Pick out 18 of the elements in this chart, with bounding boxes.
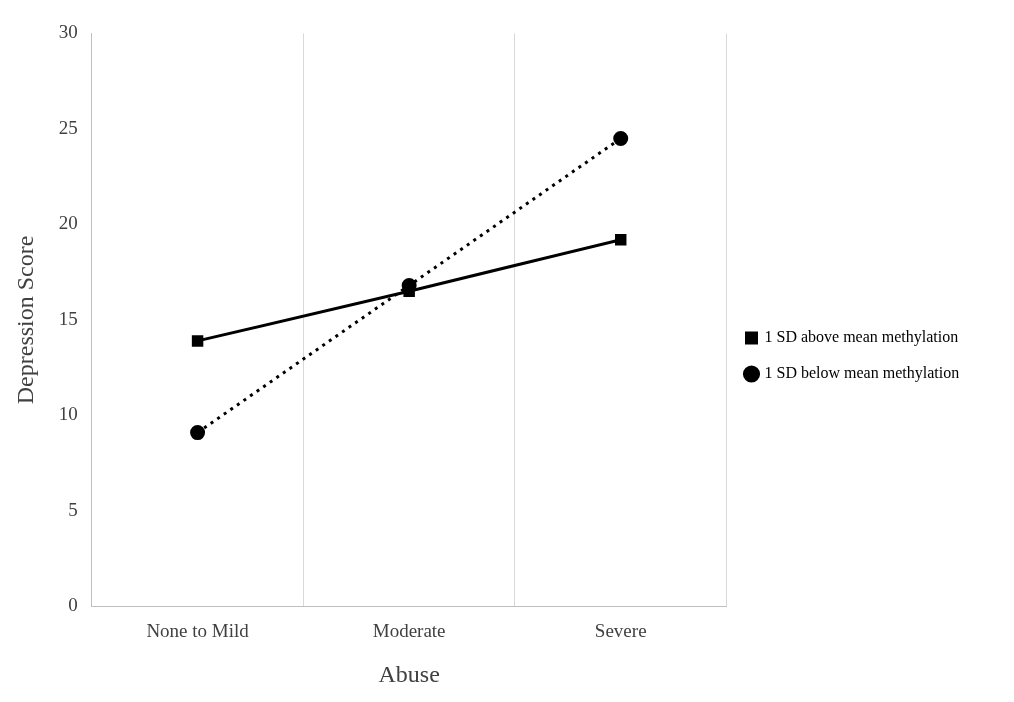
x-tick-label: Severe (594, 619, 647, 641)
y-tick-label: 20 (58, 212, 78, 234)
point (190, 425, 206, 441)
x-axis-title: Abuse (378, 660, 440, 687)
x-tick-label: None to Mild (146, 619, 250, 641)
x-tick-label: Moderate (372, 619, 446, 641)
y-tick-label: 5 (68, 498, 78, 520)
y-tick-label: 30 (58, 21, 78, 43)
point (614, 233, 627, 246)
point (613, 130, 629, 146)
point (191, 335, 204, 347)
y-axis-title: Depression Score (11, 235, 38, 405)
y-tick-label: 0 (68, 594, 78, 616)
legend-label: 1 SD below mean methylation (764, 364, 960, 383)
y-tick-label: 10 (58, 403, 78, 425)
y-tick-label: 15 (58, 307, 78, 329)
y-tick-label: 25 (58, 116, 78, 138)
legend-label: 1 SD above mean methylation (764, 328, 959, 347)
